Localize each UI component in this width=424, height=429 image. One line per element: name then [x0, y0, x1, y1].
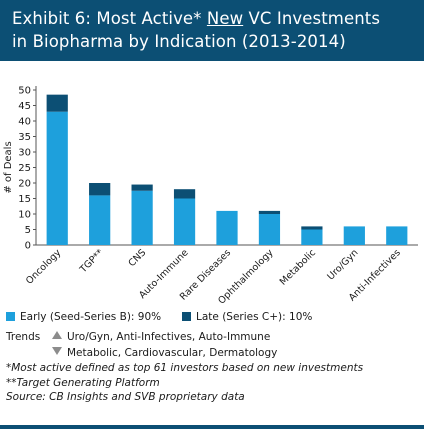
y-tick-label: 45 [18, 101, 31, 112]
title-banner: Exhibit 6: Most Active* New VC Investmen… [0, 0, 424, 61]
y-tick-label: 5 [25, 225, 31, 236]
bar-late-metabolic [301, 226, 323, 230]
footnote-tgp: **Target Generating Platform [6, 376, 160, 389]
y-tick-label: 0 [25, 241, 31, 252]
title-suffix: VC Investments [243, 9, 381, 28]
legend-late: Late (Series C+): 10% [182, 311, 312, 325]
y-tick-label: 10 [18, 210, 31, 221]
title-underlined-word: New [206, 9, 244, 28]
y-tick-label: 15 [18, 194, 31, 205]
legend-early-label: Early (Seed-Series B): 90% [20, 311, 162, 323]
bar-late-oncology [46, 94, 68, 112]
y-tick-label: 40 [18, 117, 31, 128]
bar-late-auto-immune [173, 189, 196, 199]
bar-early-metabolic [301, 229, 323, 245]
chart-title-line-2: in Biopharma by Indication (2013-2014) [12, 32, 346, 51]
x-tick-label: Oncology [24, 247, 64, 287]
x-tick-label: CNS [126, 247, 148, 269]
bar-late-ophthalmology [258, 210, 281, 214]
y-axis-label: # of Deals [3, 141, 14, 193]
legend-late-swatch [182, 312, 191, 321]
bar-early-rare-diseases [216, 210, 238, 245]
bar-late-tgp [89, 183, 111, 196]
y-tick-label: 50 [18, 86, 31, 97]
bar-early-auto-immune [173, 198, 196, 245]
bar-early-cns [131, 190, 153, 245]
bar-chart: 0 5 10 15 20 25 30 35 40 45 50 # of Deals Oncology TG… [0, 64, 424, 304]
legend-early-swatch [6, 312, 15, 321]
footnote-source: Source: CB Insights and SVB proprietary … [6, 391, 245, 403]
bottom-rule [0, 425, 424, 429]
y-tick-label: 30 [18, 148, 31, 159]
bar-early-tgp [89, 195, 111, 245]
x-tick-label: Uro/Gyn [325, 247, 360, 282]
trends-label: Trends [6, 331, 41, 343]
chart-canvas: 0 5 10 15 20 25 30 35 40 45 50 # of Deals Oncology TG… [3, 86, 418, 304]
bar-early-uro-gyn [343, 226, 365, 245]
trend-down-text: Metabolic, Cardiovascular, Dermatology [67, 347, 278, 359]
footnote-most-active: *Most active defined as top 61 investors… [6, 362, 364, 374]
title-prefix: Exhibit 6: Most Active* [12, 9, 207, 28]
footnotes: *Most active defined as top 61 investors… [6, 361, 363, 405]
bar-early-ophthalmology [258, 214, 281, 245]
bar-late-cns [131, 184, 153, 191]
chart-title-line-1: Exhibit 6: Most Active* New VC Investmen… [12, 9, 380, 28]
x-tick-label: TGP** [77, 247, 106, 276]
triangle-down-icon [52, 347, 62, 355]
triangle-up-icon [52, 331, 62, 339]
legend-late-label: Late (Series C+): 10% [196, 311, 313, 323]
x-tick-label: Metabolic [278, 247, 318, 287]
bar-early-anti-infectives [386, 226, 408, 245]
y-tick-label: 35 [18, 132, 31, 143]
trend-down-row: Metabolic, Cardiovascular, Dermatology [52, 347, 277, 359]
trend-up-row: Uro/Gyn, Anti-Infectives, Auto-Immune [52, 331, 270, 343]
trend-up-text: Uro/Gyn, Anti-Infectives, Auto-Immune [67, 331, 271, 343]
legend-early: Early (Seed-Series B): 90% [6, 311, 161, 325]
bar-early-oncology [46, 111, 68, 245]
y-tick-label: 25 [18, 163, 31, 174]
y-tick-label: 20 [18, 179, 31, 190]
